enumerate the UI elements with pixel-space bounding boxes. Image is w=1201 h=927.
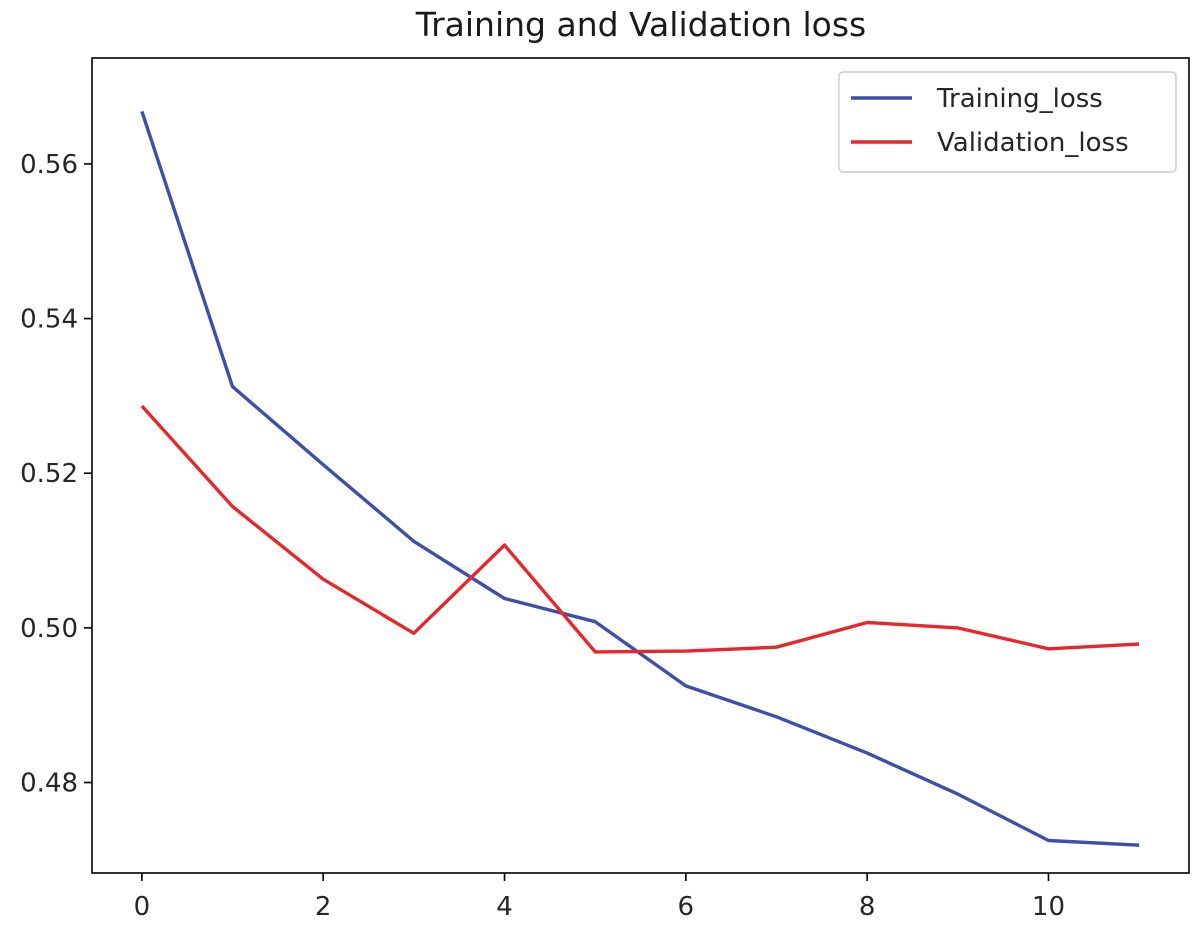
y-tick-label: 0.48 xyxy=(20,769,78,799)
y-axis: 0.48 0.50 0.52 0.54 0.56 xyxy=(20,150,92,799)
x-tick-label: 6 xyxy=(678,892,695,922)
training-loss-line xyxy=(140,110,1140,847)
x-tick-label: 2 xyxy=(315,892,332,922)
x-tick-label: 0 xyxy=(134,892,151,922)
legend-label-training: Training_loss xyxy=(936,84,1103,114)
legend: Training_loss Validation_loss xyxy=(838,71,1177,173)
legend-box xyxy=(838,71,1177,173)
series-group xyxy=(140,110,1140,847)
x-tick-label: 10 xyxy=(1032,892,1065,922)
validation-loss-line xyxy=(140,404,1140,654)
plot-area: 0 2 4 6 8 10 0.48 0.50 0.52 0.54 0.56 xyxy=(20,57,1190,922)
x-tick-label: 8 xyxy=(859,892,876,922)
y-tick-label: 0.54 xyxy=(20,305,78,335)
x-axis: 0 2 4 6 8 10 xyxy=(134,873,1065,922)
legend-label-validation: Validation_loss xyxy=(937,128,1129,158)
y-tick-label: 0.56 xyxy=(20,150,78,180)
y-tick-label: 0.52 xyxy=(20,459,78,489)
y-tick-label: 0.50 xyxy=(20,614,78,644)
axes-frame xyxy=(91,57,1190,874)
x-tick-label: 4 xyxy=(496,892,513,922)
chart-title: Training and Validation loss xyxy=(415,5,866,44)
